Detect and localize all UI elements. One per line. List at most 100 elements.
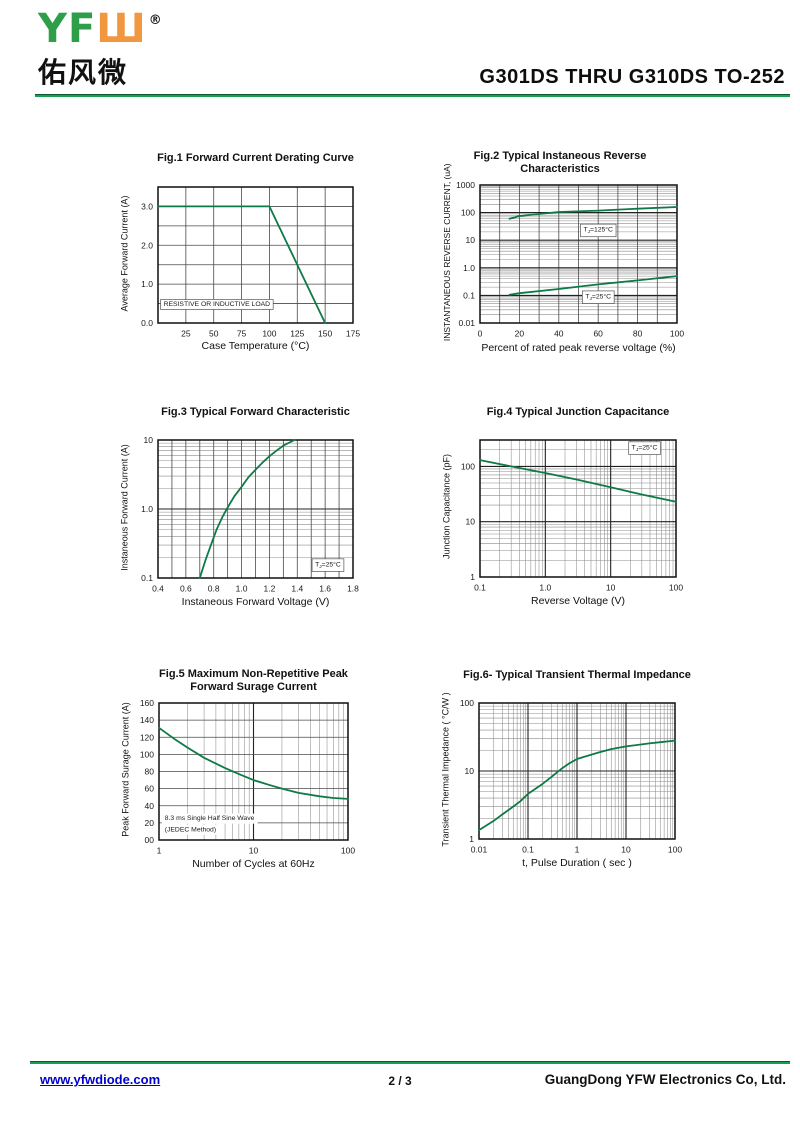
annotation: 8.3 ms Single Half Sine Wave — [165, 815, 255, 822]
gridlines — [480, 185, 677, 323]
gridlines — [159, 703, 348, 840]
x-tick-label: 10 — [606, 583, 616, 593]
curve-junction-capacitance — [479, 459, 677, 503]
x-tick-label: 1.0 — [236, 584, 248, 594]
fig5-title: Fig.5 Maximum Non-Repetitive Peak Forwar… — [159, 668, 348, 694]
fig2-chart: TJ=125°C TJ=25°C 0 20 40 60 80 100 1000 100 10 1.0 0… — [456, 180, 684, 339]
x-tick-label: 0.1 — [474, 583, 486, 593]
curve-TJ=125°C — [508, 206, 678, 220]
footer-divider — [30, 1061, 790, 1064]
x-tick-label: 100 — [669, 583, 683, 593]
x-tick-label: 0 — [478, 329, 483, 339]
header-divider — [35, 94, 790, 97]
y-tick-label: 1 — [469, 834, 474, 844]
curve-forward — [198, 439, 296, 579]
x-tick-label: 80 — [633, 329, 643, 339]
y-tick-label: 0.0 — [141, 318, 153, 328]
fig4-title: Fig.4 Typical Junction Capacitance — [486, 406, 670, 418]
fig1-chart: RESISTIVE OR INDUCTIVE LOAD 25 50 75 100 125 1… — [141, 186, 360, 339]
x-tick-label: 100 — [668, 845, 682, 855]
gridlines — [479, 703, 675, 839]
y-tick-label: 100 — [140, 749, 154, 759]
x-tick-label: 1 — [157, 846, 162, 856]
x-tick-label: 1.8 — [347, 584, 359, 594]
logo-yf: YF — [38, 6, 97, 52]
x-tick-label: 20 — [515, 329, 525, 339]
annotation: (JEDEC Method) — [165, 826, 216, 833]
annotation: TJ=25°C — [632, 443, 658, 453]
annotation: TJ=25°C — [315, 560, 341, 570]
curve-thermal-impedance — [478, 739, 676, 832]
x-tick-label: 75 — [237, 329, 247, 339]
annotation: TJ=25°C — [585, 292, 611, 302]
x-tick-label: 50 — [209, 329, 219, 339]
y-tick-label: 2.0 — [141, 240, 153, 250]
fig1-title: Fig.1 Forward Current Derating Curve — [157, 152, 354, 164]
x-tick-label: 1.2 — [264, 584, 276, 594]
x-tick-label: 0.8 — [208, 584, 220, 594]
y-tick-label: 40 — [145, 801, 155, 811]
curve-derating — [157, 205, 327, 324]
plot-border — [479, 439, 677, 578]
page-number: 2 / 3 — [388, 1074, 412, 1088]
y-tick-label: 80 — [145, 767, 155, 777]
y-tick-label: 120 — [140, 732, 154, 742]
fig3-title: Fig.3 Typical Forward Characteristic — [161, 406, 350, 418]
annotation: RESISTIVE OR INDUCTIVE LOAD — [164, 301, 271, 308]
annotation: TJ=125°C — [583, 226, 613, 236]
y-tick-label: 0.1 — [141, 573, 153, 583]
fig2-title: Fig.2 Typical Instaneous Reverse Charact… — [473, 150, 647, 176]
y-tick-label: 0.1 — [463, 290, 475, 300]
fig5-x-axis-label: Number of Cycles at 60Hz — [192, 858, 315, 870]
gridlines — [480, 440, 676, 577]
x-tick-label: 10 — [249, 846, 259, 856]
logo-wordmark: YFШ ® — [38, 8, 163, 50]
x-tick-label: 1.0 — [539, 583, 551, 593]
curve-TJ=25°C — [508, 275, 678, 296]
y-tick-label: 0.01 — [458, 318, 475, 328]
plot-border — [157, 186, 354, 324]
x-tick-label: 1.6 — [319, 584, 331, 594]
plot-border — [479, 184, 678, 324]
x-tick-label: 150 — [318, 329, 332, 339]
y-tick-label: 100 — [460, 698, 474, 708]
y-tick-label: 10 — [466, 235, 476, 245]
x-tick-label: 100 — [262, 329, 276, 339]
logo-chinese-name: 佑风微 — [38, 56, 129, 89]
gridlines — [158, 440, 353, 578]
website-link[interactable]: www.yfwdiode.com — [40, 1072, 161, 1087]
plot-border — [158, 702, 349, 841]
x-tick-label: 40 — [554, 329, 564, 339]
y-tick-label: 1000 — [456, 180, 475, 190]
x-tick-label: 1.4 — [291, 584, 303, 594]
y-tick-label: 160 — [140, 698, 154, 708]
fig4-x-axis-label: Reverse Voltage (V) — [531, 595, 625, 607]
y-tick-label: 10 — [466, 517, 476, 527]
fig6-title: Fig.6- Typical Transient Thermal Impedan… — [463, 669, 691, 681]
y-tick-label: 100 — [461, 461, 475, 471]
x-tick-label: 100 — [341, 846, 355, 856]
x-tick-label: 0.1 — [522, 845, 534, 855]
fig1-x-axis-label: Case Temperature (°C) — [201, 340, 310, 352]
y-tick-label: 1.0 — [141, 279, 153, 289]
y-tick-label: 10 — [144, 435, 154, 445]
curve-surge — [158, 726, 349, 800]
x-tick-label: 175 — [346, 329, 360, 339]
x-tick-label: 0.4 — [152, 584, 164, 594]
x-tick-label: 0.6 — [180, 584, 192, 594]
x-tick-label: 125 — [290, 329, 304, 339]
registered-trademark-icon: ® — [148, 13, 163, 28]
x-tick-label: 100 — [670, 329, 684, 339]
x-tick-label: 10 — [621, 845, 631, 855]
fig6-x-axis-label: t, Pulse Duration ( sec ) — [522, 857, 632, 869]
company-name: GuangDong YFW Electronics Co, Ltd. — [544, 1072, 786, 1087]
y-tick-label: 20 — [145, 818, 155, 828]
fig2-x-axis-label: Percent of rated peak reverse voltage (%… — [481, 342, 676, 354]
y-tick-label: 100 — [461, 208, 475, 218]
fig4-chart: TJ=25°C 0.1 1.0 10 100 100 10 1 — [461, 439, 683, 593]
y-tick-label: 00 — [145, 835, 155, 845]
y-tick-label: 60 — [145, 784, 155, 794]
plot-border — [478, 702, 676, 840]
y-tick-label: 1 — [470, 572, 475, 582]
